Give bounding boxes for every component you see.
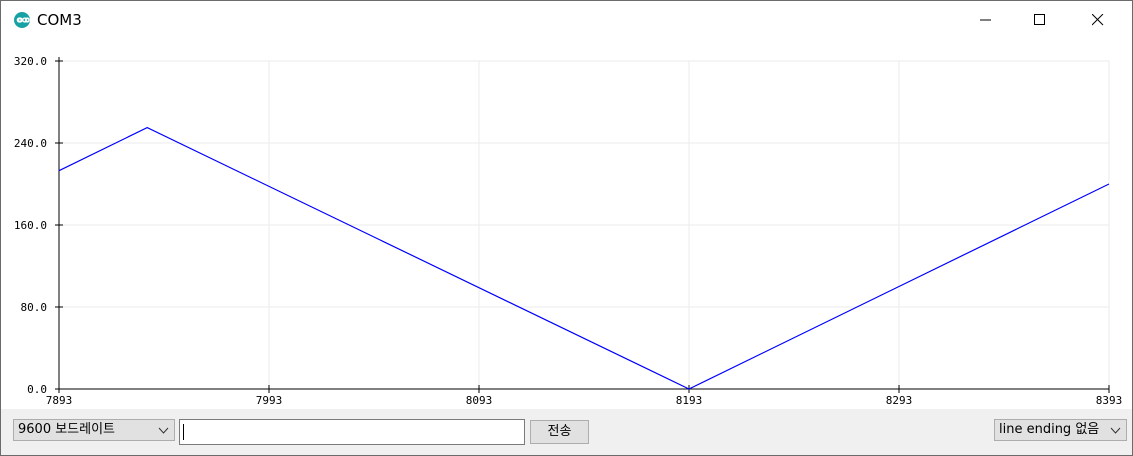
line-ending-select[interactable]: line ending 없음 (994, 419, 1127, 441)
x-tick-label: 7893 (46, 394, 73, 407)
plot-area: 0.0 80.0 160.0 240.0 320.0 7893 7993 8093 8193 82… (1, 39, 1132, 409)
title-bar: COM3 (1, 1, 1132, 39)
x-tick-label: 7993 (256, 394, 283, 407)
send-input[interactable] (179, 419, 525, 445)
x-tick-label: 8393 (1096, 394, 1123, 407)
y-tick-label: 80.0 (21, 301, 48, 314)
line-chart: 0.0 80.0 160.0 240.0 320.0 7893 7993 8093 8193 82… (14, 55, 1123, 407)
close-button[interactable] (1075, 1, 1121, 39)
close-icon (1092, 14, 1104, 26)
line-ending-value: line ending 없음 (999, 422, 1100, 437)
send-button[interactable]: 전송 (530, 420, 589, 444)
bottom-toolbar: 9600 보드레이트 전송 line ending 없음 (1, 409, 1132, 455)
y-tick-label: 320.0 (14, 55, 47, 68)
maximize-button[interactable] (1017, 1, 1063, 39)
y-tick-label: 0.0 (27, 383, 47, 396)
maximize-icon (1034, 14, 1045, 25)
minimize-button[interactable] (963, 1, 1009, 39)
arduino-infinity-icon (14, 12, 30, 28)
baud-rate-select[interactable]: 9600 보드레이트 (13, 419, 175, 441)
chevron-down-icon (1110, 427, 1121, 434)
y-tick-label: 240.0 (14, 137, 47, 150)
y-tick-label: 160.0 (14, 219, 47, 232)
text-caret (183, 424, 184, 440)
chevron-down-icon (158, 427, 169, 434)
series-line (58, 126, 1110, 390)
x-tick-label: 8193 (676, 394, 703, 407)
minimize-icon (980, 19, 991, 21)
x-tick-label: 8093 (466, 394, 493, 407)
baud-rate-value: 9600 보드레이트 (18, 422, 116, 437)
window-title: COM3 (37, 11, 82, 29)
x-tick-label: 8293 (886, 394, 913, 407)
